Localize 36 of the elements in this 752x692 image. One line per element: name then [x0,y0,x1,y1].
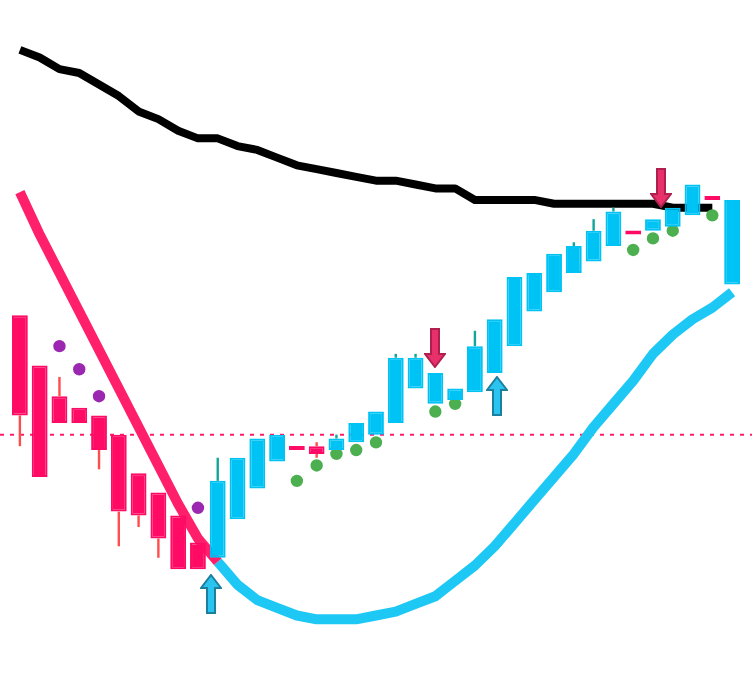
candlestick [308,441,325,459]
point [646,232,660,245]
candlestick [526,273,543,312]
point [626,243,640,257]
point [310,459,323,472]
candlestick [486,319,503,374]
candlestick [684,184,701,216]
candlestick [209,456,226,558]
candlestick [11,315,28,448]
candlestick [427,373,444,404]
candlestick [150,492,167,559]
point [706,209,719,222]
point [429,405,442,418]
candlestick [51,375,68,424]
point [350,443,363,457]
candlestick [249,438,266,489]
candlestick [130,473,147,529]
candlestick [269,434,285,462]
candlestick [407,352,424,389]
point [191,501,205,514]
candlestick [605,206,622,247]
point [290,474,304,488]
point [369,436,383,449]
candlestick [724,199,741,285]
candlestick [91,415,107,471]
point [53,339,66,353]
candlestick [546,253,562,293]
candlestick [31,365,48,477]
point [92,389,106,403]
point [73,363,86,376]
candlestick [170,515,187,570]
candlestick [190,542,206,570]
candlestick [585,217,602,262]
candlestick [506,276,523,347]
candlestick [229,457,246,520]
candlestick [110,434,127,548]
